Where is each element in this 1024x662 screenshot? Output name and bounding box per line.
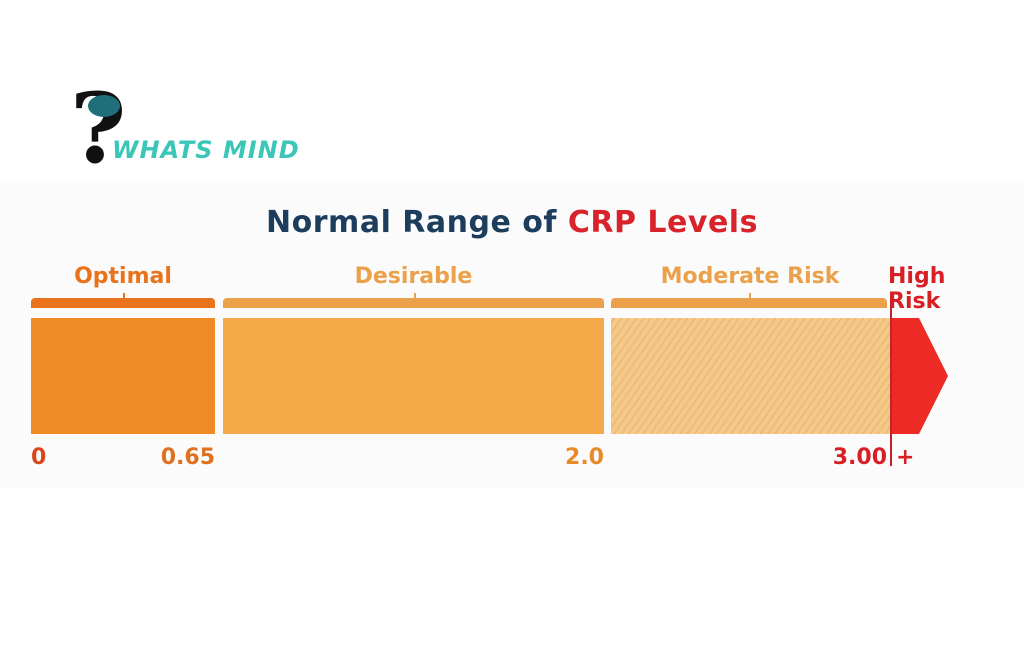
arrow-high-risk xyxy=(891,318,948,434)
label-desirable: Desirable xyxy=(354,264,473,289)
label-high-risk: High Risk xyxy=(888,264,946,314)
bar-moderate-risk xyxy=(611,318,891,434)
value-moderate-end: 3.00 xyxy=(832,445,887,470)
label-moderate-risk: Moderate Risk xyxy=(660,264,840,289)
bracket-moderate xyxy=(611,293,887,308)
bar-desirable xyxy=(223,318,604,434)
logo-question-mark-icon: ? xyxy=(70,72,127,185)
bracket-optimal xyxy=(31,293,215,308)
title-part2: CRP Levels xyxy=(567,205,758,240)
value-optimal-end: 0.65 xyxy=(160,445,215,470)
value-desirable-end: 2.0 xyxy=(565,445,604,470)
label-optimal: Optimal xyxy=(74,264,172,289)
value-start: 0 xyxy=(31,445,47,470)
bar-optimal xyxy=(31,318,215,434)
title-part1: Normal Range of xyxy=(266,205,557,240)
bracket-desirable xyxy=(223,293,604,308)
logo-text: WHATS MIND xyxy=(112,136,300,164)
value-high-plus: + xyxy=(896,445,915,470)
high-risk-divider xyxy=(890,296,892,466)
brain-icon xyxy=(88,95,120,117)
page-title: Normal Range of CRP Levels xyxy=(0,205,1024,240)
